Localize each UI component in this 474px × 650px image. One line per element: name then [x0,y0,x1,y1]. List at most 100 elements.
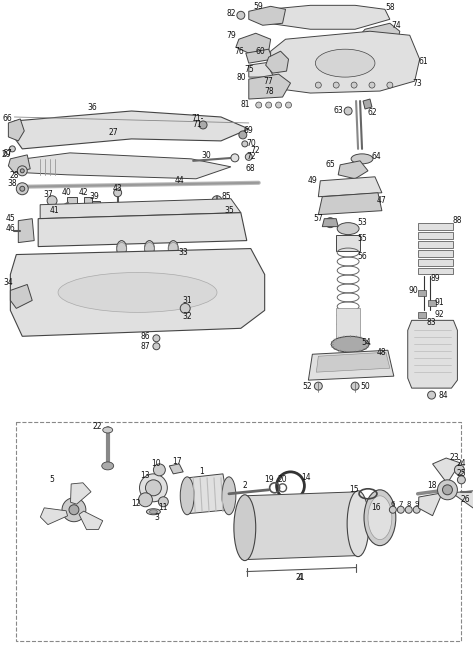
Text: 38: 38 [8,179,17,188]
Text: 63: 63 [333,107,343,116]
Bar [418,240,454,248]
Ellipse shape [368,496,392,540]
Polygon shape [9,119,24,141]
Circle shape [69,505,79,515]
Text: 28: 28 [9,172,19,180]
Text: 54: 54 [361,338,371,346]
Circle shape [443,485,453,495]
Text: 56: 56 [357,252,367,261]
Circle shape [265,102,272,108]
Circle shape [333,82,339,88]
Ellipse shape [337,223,359,235]
Circle shape [16,183,28,195]
Text: 71-: 71- [191,114,203,124]
Polygon shape [309,350,394,380]
Text: 89: 89 [431,274,440,283]
Ellipse shape [145,240,155,257]
Bar [336,235,360,250]
Ellipse shape [231,154,239,162]
Ellipse shape [347,491,369,556]
Circle shape [18,166,27,176]
Circle shape [20,187,25,191]
Circle shape [455,465,465,475]
Text: 6: 6 [391,500,395,507]
Polygon shape [358,23,400,46]
Text: 52: 52 [302,382,312,391]
Polygon shape [363,99,372,109]
Ellipse shape [103,427,113,433]
Ellipse shape [58,272,217,313]
Polygon shape [18,218,34,242]
Polygon shape [10,248,264,336]
Bar [16,422,461,642]
Polygon shape [271,31,419,93]
Polygon shape [9,155,30,173]
Text: 49: 49 [308,176,317,185]
Circle shape [387,82,393,88]
Text: 10: 10 [152,460,161,469]
Ellipse shape [149,510,157,514]
Text: 23: 23 [450,454,459,462]
Polygon shape [338,161,368,179]
Text: 84: 84 [439,391,448,400]
Text: 87: 87 [141,342,150,351]
Circle shape [405,506,412,514]
Circle shape [153,343,160,350]
Polygon shape [265,51,289,73]
Polygon shape [316,352,390,372]
Text: 88: 88 [453,216,462,225]
Circle shape [351,82,357,88]
Text: 74: 74 [391,21,401,30]
Text: 69: 69 [244,127,254,135]
Text: 29: 29 [1,150,11,159]
Polygon shape [249,74,291,99]
Text: 36: 36 [87,103,97,112]
Polygon shape [408,320,457,388]
Text: 40: 40 [62,188,72,197]
Text: 83: 83 [427,318,437,327]
Text: 25: 25 [456,469,466,478]
Text: 73: 73 [413,79,422,88]
Polygon shape [454,490,474,510]
Text: 44: 44 [174,176,184,185]
Circle shape [20,169,24,173]
Circle shape [239,131,247,139]
Ellipse shape [234,495,256,560]
Text: 80: 80 [236,73,246,82]
Circle shape [237,11,245,20]
Polygon shape [319,193,382,214]
Ellipse shape [146,509,160,515]
Text: 64: 64 [371,152,381,161]
Text: 2: 2 [242,481,247,490]
Text: 39: 39 [89,192,99,202]
Text: 53: 53 [357,218,367,227]
Polygon shape [261,5,390,29]
Circle shape [9,146,15,152]
Circle shape [325,218,335,227]
Text: 72: 72 [246,152,255,161]
Text: 17: 17 [173,458,182,467]
Text: 91: 91 [435,298,444,307]
Text: 92: 92 [435,310,444,319]
Text: 76: 76 [234,47,244,56]
Circle shape [275,102,282,108]
Circle shape [344,107,352,115]
Bar [92,201,100,207]
Text: 11: 11 [159,503,168,512]
Polygon shape [71,483,91,504]
Polygon shape [322,218,338,227]
Ellipse shape [102,462,114,470]
Circle shape [314,382,322,390]
Text: 35: 35 [224,206,234,215]
Polygon shape [319,177,382,197]
Polygon shape [245,492,358,560]
Circle shape [274,79,281,86]
Ellipse shape [364,490,396,545]
Circle shape [158,497,168,507]
Text: 66: 66 [2,114,12,124]
Circle shape [212,196,222,205]
Text: 59: 59 [254,2,264,11]
Bar [418,291,426,296]
Text: 32: 32 [182,312,192,321]
Text: 30: 30 [201,151,211,161]
